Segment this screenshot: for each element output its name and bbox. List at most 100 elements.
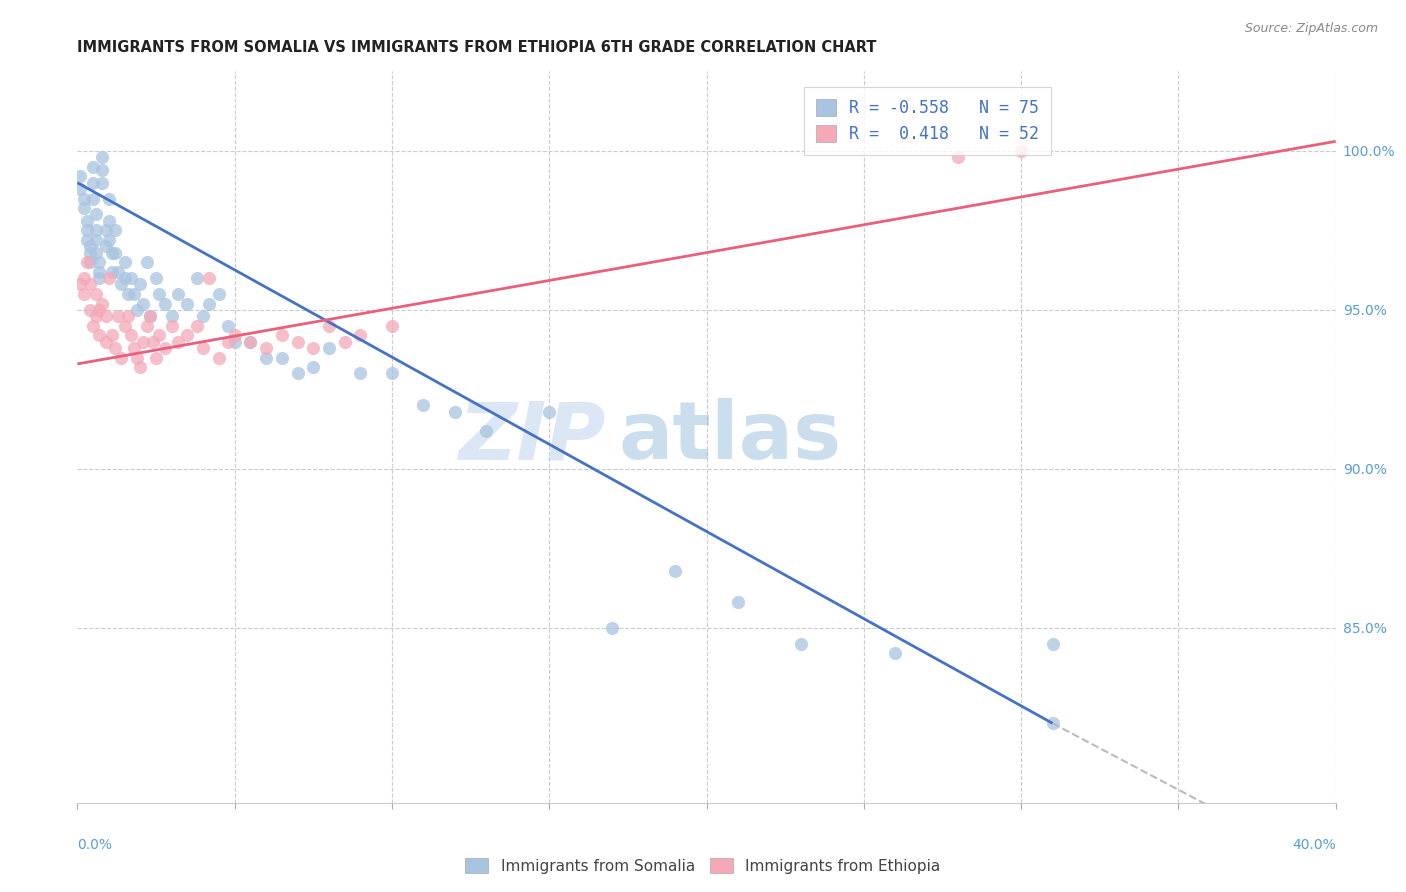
Point bbox=[191, 310, 215, 324]
Point bbox=[884, 646, 907, 660]
Point bbox=[79, 239, 101, 253]
Point bbox=[84, 310, 107, 324]
Text: 40.0%: 40.0% bbox=[1292, 838, 1336, 853]
Point bbox=[120, 271, 142, 285]
Point bbox=[538, 404, 561, 418]
Point bbox=[104, 223, 127, 237]
Point bbox=[270, 351, 292, 365]
Point bbox=[122, 341, 145, 355]
Point bbox=[135, 318, 157, 333]
Point bbox=[1010, 144, 1032, 158]
Point bbox=[132, 296, 155, 310]
Point bbox=[97, 233, 120, 247]
Point bbox=[82, 160, 104, 174]
Point bbox=[132, 334, 155, 349]
Point bbox=[790, 637, 813, 651]
Point bbox=[381, 367, 404, 381]
Y-axis label: 6th Grade: 6th Grade bbox=[0, 402, 7, 472]
Point bbox=[155, 341, 177, 355]
Point bbox=[444, 404, 467, 418]
Point bbox=[76, 214, 98, 228]
Point bbox=[79, 277, 101, 292]
Point bbox=[1042, 637, 1064, 651]
Text: 0.0%: 0.0% bbox=[77, 838, 112, 853]
Point bbox=[117, 287, 139, 301]
Point bbox=[664, 564, 686, 578]
Point bbox=[254, 351, 277, 365]
Point bbox=[89, 255, 111, 269]
Legend: Immigrants from Somalia, Immigrants from Ethiopia: Immigrants from Somalia, Immigrants from… bbox=[460, 852, 946, 880]
Point bbox=[82, 318, 104, 333]
Point bbox=[224, 328, 246, 343]
Point bbox=[167, 334, 190, 349]
Point bbox=[412, 398, 434, 412]
Point bbox=[217, 334, 239, 349]
Point bbox=[160, 318, 183, 333]
Point bbox=[148, 328, 170, 343]
Point bbox=[69, 182, 91, 196]
Point bbox=[91, 176, 114, 190]
Point bbox=[97, 271, 120, 285]
Point bbox=[224, 334, 246, 349]
Point bbox=[72, 271, 94, 285]
Point bbox=[160, 310, 183, 324]
Point bbox=[72, 287, 94, 301]
Point bbox=[69, 169, 91, 184]
Point bbox=[104, 245, 127, 260]
Point bbox=[948, 150, 970, 164]
Point bbox=[104, 341, 127, 355]
Point bbox=[120, 328, 142, 343]
Point bbox=[110, 351, 132, 365]
Point bbox=[1042, 716, 1064, 731]
Text: atlas: atlas bbox=[619, 398, 842, 476]
Point bbox=[101, 245, 124, 260]
Point bbox=[727, 595, 749, 609]
Point bbox=[127, 351, 149, 365]
Point bbox=[94, 310, 117, 324]
Point bbox=[89, 302, 111, 317]
Point bbox=[176, 296, 198, 310]
Point bbox=[72, 201, 94, 215]
Point bbox=[148, 287, 170, 301]
Point bbox=[89, 265, 111, 279]
Point bbox=[239, 334, 262, 349]
Point bbox=[76, 223, 98, 237]
Point bbox=[167, 287, 190, 301]
Point bbox=[89, 271, 111, 285]
Point bbox=[79, 245, 101, 260]
Point bbox=[107, 310, 129, 324]
Point bbox=[114, 255, 136, 269]
Point bbox=[186, 271, 208, 285]
Point bbox=[318, 318, 340, 333]
Point bbox=[381, 318, 404, 333]
Point bbox=[198, 271, 221, 285]
Point bbox=[114, 271, 136, 285]
Point bbox=[208, 351, 231, 365]
Point bbox=[254, 341, 277, 355]
Point bbox=[318, 341, 340, 355]
Point bbox=[91, 163, 114, 178]
Point bbox=[84, 233, 107, 247]
Point bbox=[101, 328, 124, 343]
Point bbox=[91, 296, 114, 310]
Point bbox=[72, 192, 94, 206]
Point bbox=[198, 296, 221, 310]
Point bbox=[600, 621, 623, 635]
Point bbox=[302, 341, 325, 355]
Point bbox=[76, 255, 98, 269]
Point bbox=[475, 424, 498, 438]
Point bbox=[79, 302, 101, 317]
Point bbox=[129, 360, 152, 375]
Point bbox=[114, 318, 136, 333]
Point bbox=[94, 334, 117, 349]
Point bbox=[97, 192, 120, 206]
Point bbox=[333, 334, 356, 349]
Point bbox=[127, 302, 149, 317]
Point bbox=[155, 296, 177, 310]
Point bbox=[191, 341, 215, 355]
Point bbox=[349, 367, 371, 381]
Point bbox=[82, 176, 104, 190]
Point bbox=[270, 328, 292, 343]
Point bbox=[84, 287, 107, 301]
Point bbox=[107, 265, 129, 279]
